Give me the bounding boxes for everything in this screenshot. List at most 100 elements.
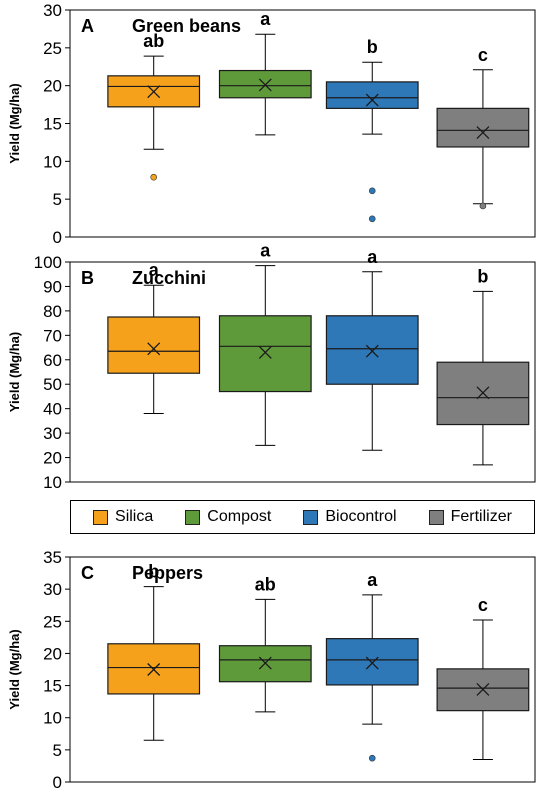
- significance-letter: ab: [143, 31, 164, 51]
- mean-marker: [365, 656, 379, 670]
- y-tick-label: 20: [43, 644, 62, 663]
- y-tick-label: 0: [53, 773, 62, 792]
- mean-marker-stroke: [147, 85, 161, 99]
- box-silica: b: [107, 562, 201, 741]
- mean-marker: [258, 78, 272, 92]
- box-iqr: [325, 315, 419, 385]
- y-axis-label: Yield (Mg/ha): [7, 629, 22, 709]
- mean-marker-stroke: [258, 656, 272, 670]
- y-tick-label: 15: [43, 677, 62, 696]
- mean-marker-stroke: [476, 126, 490, 140]
- y-tick-label: 60: [43, 351, 62, 370]
- legend-swatch-fertilizer: [428, 509, 444, 525]
- mean-marker: [365, 344, 379, 358]
- panel-title: Peppers: [132, 563, 203, 583]
- y-tick-label: 10: [43, 152, 62, 171]
- panel-letter: B: [81, 268, 94, 288]
- significance-letter: b: [148, 562, 159, 582]
- box-iqr: [218, 315, 312, 393]
- panel-title: Zucchini: [132, 268, 206, 288]
- box-iqr: [436, 107, 530, 148]
- legend-label-biocontrol: Biocontrol: [325, 508, 397, 525]
- y-tick-label: 70: [43, 326, 62, 345]
- outlier-point: [368, 187, 376, 195]
- significance-letter: a: [149, 260, 160, 280]
- significance-letter: a: [260, 9, 271, 29]
- y-axis-label: Yield (Mg/ha): [7, 332, 22, 412]
- significance-letter: a: [260, 241, 271, 261]
- legend-label-silica: Silica: [115, 508, 154, 525]
- mean-marker: [476, 386, 490, 400]
- box-biocontrol: a: [325, 570, 419, 762]
- y-tick-label: 0: [53, 228, 62, 247]
- mean-marker-stroke: [365, 93, 379, 107]
- y-tick-label: 10: [43, 473, 62, 492]
- mean-marker-stroke: [258, 78, 272, 92]
- panel-letter: C: [81, 563, 94, 583]
- mean-marker: [147, 85, 161, 99]
- box-silica: ab: [107, 31, 201, 181]
- significance-letter: b: [367, 37, 378, 57]
- mean-marker-stroke: [476, 682, 490, 696]
- legend: Silica Compost Biocontrol Fertilizer: [70, 500, 535, 534]
- box-compost: a: [218, 9, 312, 136]
- y-tick-label: 20: [43, 77, 62, 96]
- box-fertilizer: c: [436, 45, 530, 210]
- legend-item-silica: Silica: [93, 508, 153, 526]
- y-tick-label: 20: [43, 449, 62, 468]
- box-compost: ab: [218, 574, 312, 713]
- y-tick-label: 15: [43, 115, 62, 134]
- mean-marker-stroke: [476, 386, 490, 400]
- legend-label-compost: Compost: [207, 508, 272, 525]
- y-tick-label: 30: [43, 424, 62, 443]
- panel-letter: A: [81, 16, 94, 36]
- y-tick-label: 35: [43, 548, 62, 567]
- significance-letter: b: [477, 266, 488, 286]
- box-fertilizer: c: [436, 595, 530, 760]
- y-tick-label: 30: [43, 580, 62, 599]
- box-biocontrol: b: [325, 37, 419, 223]
- legend-swatch-biocontrol: [303, 509, 319, 525]
- panel-title: Green beans: [132, 16, 241, 36]
- y-tick-label: 25: [43, 39, 62, 58]
- outlier-point: [368, 215, 376, 223]
- y-tick-label: 25: [43, 612, 62, 631]
- mean-marker: [147, 663, 161, 676]
- box-biocontrol: a: [325, 247, 419, 451]
- mean-marker: [147, 342, 161, 356]
- legend-swatch-compost: [185, 509, 201, 525]
- significance-letter: a: [367, 247, 378, 267]
- significance-letter: c: [478, 595, 488, 615]
- mean-marker: [365, 93, 379, 107]
- box-iqr: [218, 645, 312, 683]
- mean-marker-stroke: [365, 656, 379, 670]
- outlier-point: [479, 202, 487, 210]
- significance-letter: c: [478, 45, 488, 65]
- y-tick-label: 5: [53, 190, 62, 209]
- mean-marker-stroke: [147, 342, 161, 356]
- y-tick-label: 80: [43, 302, 62, 321]
- legend-item-compost: Compost: [185, 508, 271, 526]
- box-compost: a: [218, 241, 312, 446]
- legend-item-biocontrol: Biocontrol: [303, 508, 397, 526]
- legend-swatch-silica: [93, 509, 109, 525]
- y-tick-label: 5: [53, 741, 62, 760]
- mean-marker: [476, 126, 490, 140]
- mean-marker: [258, 656, 272, 670]
- outlier-point: [150, 173, 157, 181]
- significance-letter: a: [367, 570, 378, 590]
- y-tick-label: 40: [43, 400, 62, 419]
- box-iqr: [325, 81, 419, 109]
- y-axis-label: Yield (Mg/ha): [7, 83, 22, 163]
- outlier-point: [368, 754, 376, 762]
- significance-letter: ab: [255, 574, 276, 594]
- y-tick-label: 30: [43, 1, 62, 20]
- y-tick-label: 50: [43, 375, 62, 394]
- mean-marker-stroke: [365, 344, 379, 358]
- box-silica: a: [107, 260, 201, 415]
- box-iqr: [107, 316, 201, 374]
- box-fertilizer: b: [436, 266, 530, 466]
